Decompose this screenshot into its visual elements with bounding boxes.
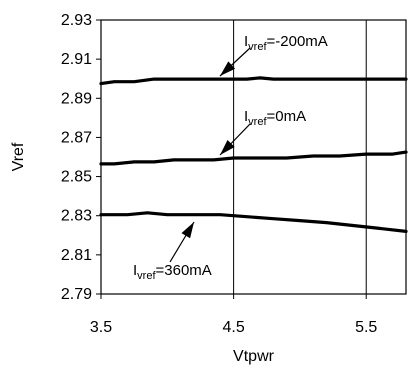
- series-line-0: [99, 76, 408, 86]
- annotation-arrowhead-0: [220, 61, 236, 76]
- series-line-1: [99, 150, 408, 166]
- annotation-label-2: Ivref=360mA: [133, 262, 212, 282]
- y-tick-label: 2.79: [61, 286, 92, 303]
- x-tick-label: 5.5: [355, 319, 377, 336]
- annotation-arrowhead-2: [181, 222, 194, 239]
- x-axis-label: Vtpwr: [233, 348, 275, 365]
- y-axis-label: Vref: [10, 142, 27, 171]
- y-tick-label: 2.87: [61, 129, 92, 146]
- plot-frame: [100, 19, 407, 295]
- x-tick-label: 4.5: [222, 319, 244, 336]
- annotation-label-0: Ivref=-200mA: [244, 33, 328, 53]
- annotation-arrowhead-1: [220, 140, 235, 155]
- y-tick-label: 2.89: [61, 90, 92, 107]
- series-line-2: [99, 211, 408, 233]
- y-tick-label: 2.91: [61, 51, 92, 68]
- x-tick-label: 3.5: [90, 319, 112, 336]
- y-tick-label: 2.93: [61, 12, 92, 29]
- y-tick-label: 2.83: [61, 208, 92, 225]
- y-tick-label: 2.81: [61, 247, 92, 264]
- annotation-label-1: Ivref=0mA: [244, 108, 306, 128]
- y-tick-label: 2.85: [61, 169, 92, 186]
